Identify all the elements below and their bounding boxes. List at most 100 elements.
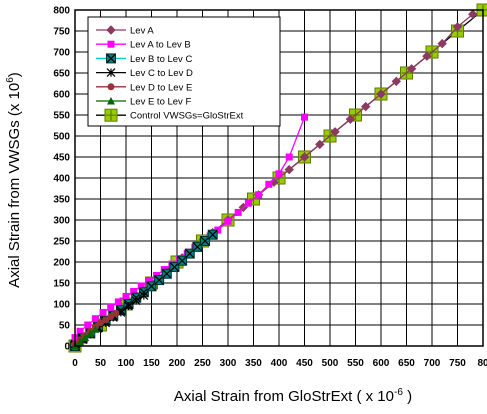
y-tick-label: 450 — [53, 153, 70, 164]
legend-label: Control VWSGs=GloStrExt — [130, 111, 244, 122]
data-point — [84, 321, 92, 329]
y-tick-label: 100 — [53, 300, 70, 311]
legend-entry: Lev A to Lev B — [96, 40, 191, 51]
data-point — [214, 226, 222, 234]
x-tick-label: 750 — [449, 358, 466, 369]
legend-label: Lev A — [130, 26, 154, 37]
x-tick-label: 650 — [398, 358, 415, 369]
data-point — [360, 101, 371, 112]
data-point — [107, 40, 115, 48]
x-tick-label: 200 — [169, 358, 186, 369]
data-point — [81, 333, 90, 342]
data-point — [437, 38, 447, 49]
legend-label: Lev A to Lev B — [130, 40, 191, 51]
y-tick-label: 150 — [53, 279, 70, 290]
legend-label: Lev E to Lev F — [130, 97, 191, 108]
x-axis-title-main: Axial Strain from GloStrExt ( x 10 — [174, 388, 394, 405]
data-point — [107, 303, 115, 311]
y-tick-label: 250 — [53, 237, 70, 248]
data-point — [107, 313, 115, 321]
data-point — [99, 308, 107, 316]
data-point — [391, 76, 402, 87]
y-tick-label: 500 — [53, 132, 70, 143]
data-point — [345, 114, 356, 124]
data-point — [376, 89, 386, 99]
data-point — [124, 301, 133, 311]
data-point — [315, 139, 325, 150]
x-tick-label: 450 — [296, 358, 313, 369]
data-point — [468, 9, 478, 19]
legend-label: Lev D to Lev E — [130, 82, 192, 93]
data-point — [285, 153, 293, 161]
y-axis-title-end: ) — [6, 72, 23, 77]
data-point — [224, 217, 232, 225]
legend-entry: Lev C to Lev D — [96, 68, 193, 79]
x-tick-label: 300 — [220, 358, 237, 369]
legend-entry: Lev D to Lev E — [96, 82, 192, 93]
data-point — [255, 191, 263, 199]
x-tick-label: 350 — [245, 358, 262, 369]
x-tick-label: 80 — [477, 358, 487, 369]
data-point — [301, 113, 308, 121]
y-tick-label: 50 — [59, 321, 71, 332]
y-tick-label: 300 — [53, 216, 70, 227]
data-point — [154, 275, 165, 286]
legend-entry: Lev E to Lev F — [96, 97, 191, 108]
x-tick-label: 250 — [194, 358, 211, 369]
y-tick-label: 400 — [53, 174, 70, 185]
data-point — [452, 22, 463, 32]
y-tick-label: 600 — [53, 90, 70, 101]
y-axis-title-main: Axial Strain from VWSGs (x 10 — [6, 83, 23, 288]
data-point — [114, 298, 122, 306]
data-point — [97, 319, 104, 327]
data-point — [102, 316, 110, 324]
plot-border — [74, 9, 484, 347]
x-tick-label: 600 — [373, 358, 390, 369]
data-point — [86, 329, 95, 337]
data-point — [139, 291, 149, 301]
data-point — [131, 296, 141, 306]
data-point — [107, 83, 115, 91]
data-point — [207, 229, 218, 240]
data-point — [234, 208, 242, 216]
x-tick-label: 100 — [118, 358, 135, 369]
y-axis-title: Axial Strain from VWSGs (x 106) — [5, 72, 23, 288]
data-point — [106, 53, 116, 64]
data-point — [76, 337, 85, 346]
data-point — [106, 25, 116, 35]
data-point — [145, 277, 153, 285]
x-axis-title-exponent: -6 — [394, 387, 403, 398]
legend-entry: Control VWSGs=GloStrExt — [96, 108, 244, 122]
y-tick-label: 750 — [53, 27, 70, 38]
data-point — [275, 170, 283, 178]
data-point — [91, 325, 100, 333]
y-tick-label: 0 — [64, 342, 70, 353]
x-tick-label: 500 — [322, 358, 339, 369]
data-point — [265, 180, 273, 188]
x-tick-label: 0 — [72, 358, 78, 369]
y-tick-label: 700 — [53, 48, 70, 59]
data-point — [91, 315, 99, 323]
legend-box — [87, 16, 281, 127]
x-tick-label: 550 — [347, 358, 364, 369]
data-point — [76, 327, 84, 335]
x-axis-title-end: ) — [403, 388, 412, 405]
data-point — [107, 97, 115, 105]
series-layer — [68, 3, 487, 353]
legend: Lev A Lev A to Lev B Lev B to Lev C Lev C t… — [87, 16, 281, 127]
data-point — [299, 152, 310, 162]
data-point — [122, 292, 130, 300]
legend-entry: Lev B to Lev C — [96, 53, 192, 65]
data-point — [406, 64, 417, 74]
y-axis-title-exponent: 6 — [5, 77, 16, 83]
data-point — [112, 309, 120, 317]
x-tick-label: 400 — [271, 358, 288, 369]
series-line — [74, 116, 306, 339]
data-point — [284, 164, 294, 175]
data-point — [130, 287, 138, 295]
y-tick-label: 200 — [53, 258, 70, 269]
legend-entry: Lev A — [96, 25, 154, 37]
x-tick-label: 150 — [143, 358, 160, 369]
x-tick-label: 700 — [424, 358, 441, 369]
